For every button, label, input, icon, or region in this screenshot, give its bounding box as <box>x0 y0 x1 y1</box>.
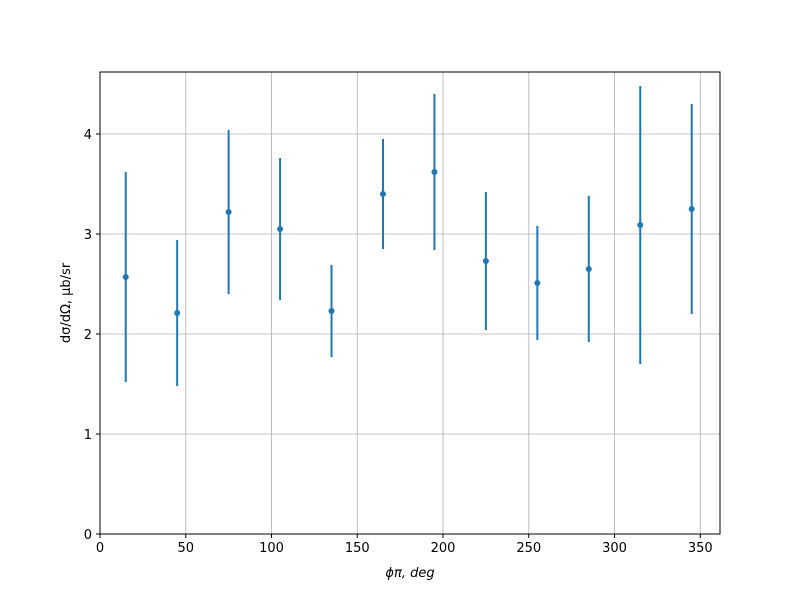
x-tick-label: 300 <box>602 541 627 556</box>
data-point <box>277 226 284 232</box>
data-point <box>379 191 386 197</box>
data-point <box>688 206 695 212</box>
y-tick-label: 1 <box>84 428 92 443</box>
data-point <box>431 169 438 175</box>
x-axis-label: ϕπ, deg <box>385 566 434 581</box>
plot-frame <box>99 71 721 535</box>
y-tick-label: 2 <box>84 328 92 343</box>
y-tick-label: 0 <box>84 528 92 543</box>
x-tick-label: 100 <box>259 541 284 556</box>
data-point <box>585 266 592 272</box>
data-point <box>122 274 129 280</box>
x-tick-label: 0 <box>96 541 104 556</box>
data-point <box>225 209 232 215</box>
x-tick-label: 200 <box>431 541 456 556</box>
data-point <box>482 258 489 264</box>
y-tick-label: 4 <box>84 128 92 143</box>
y-axis-label: dσ/dΩ, μb/sr <box>59 262 74 343</box>
data-point <box>637 222 644 228</box>
data-point <box>174 310 181 316</box>
x-tick-label: 350 <box>688 541 713 556</box>
x-tick-label: 150 <box>345 541 370 556</box>
x-tick-label: 250 <box>516 541 541 556</box>
y-tick-label: 3 <box>84 228 92 243</box>
data-point <box>328 308 335 314</box>
data-point <box>534 280 541 286</box>
x-tick-label: 50 <box>177 541 194 556</box>
